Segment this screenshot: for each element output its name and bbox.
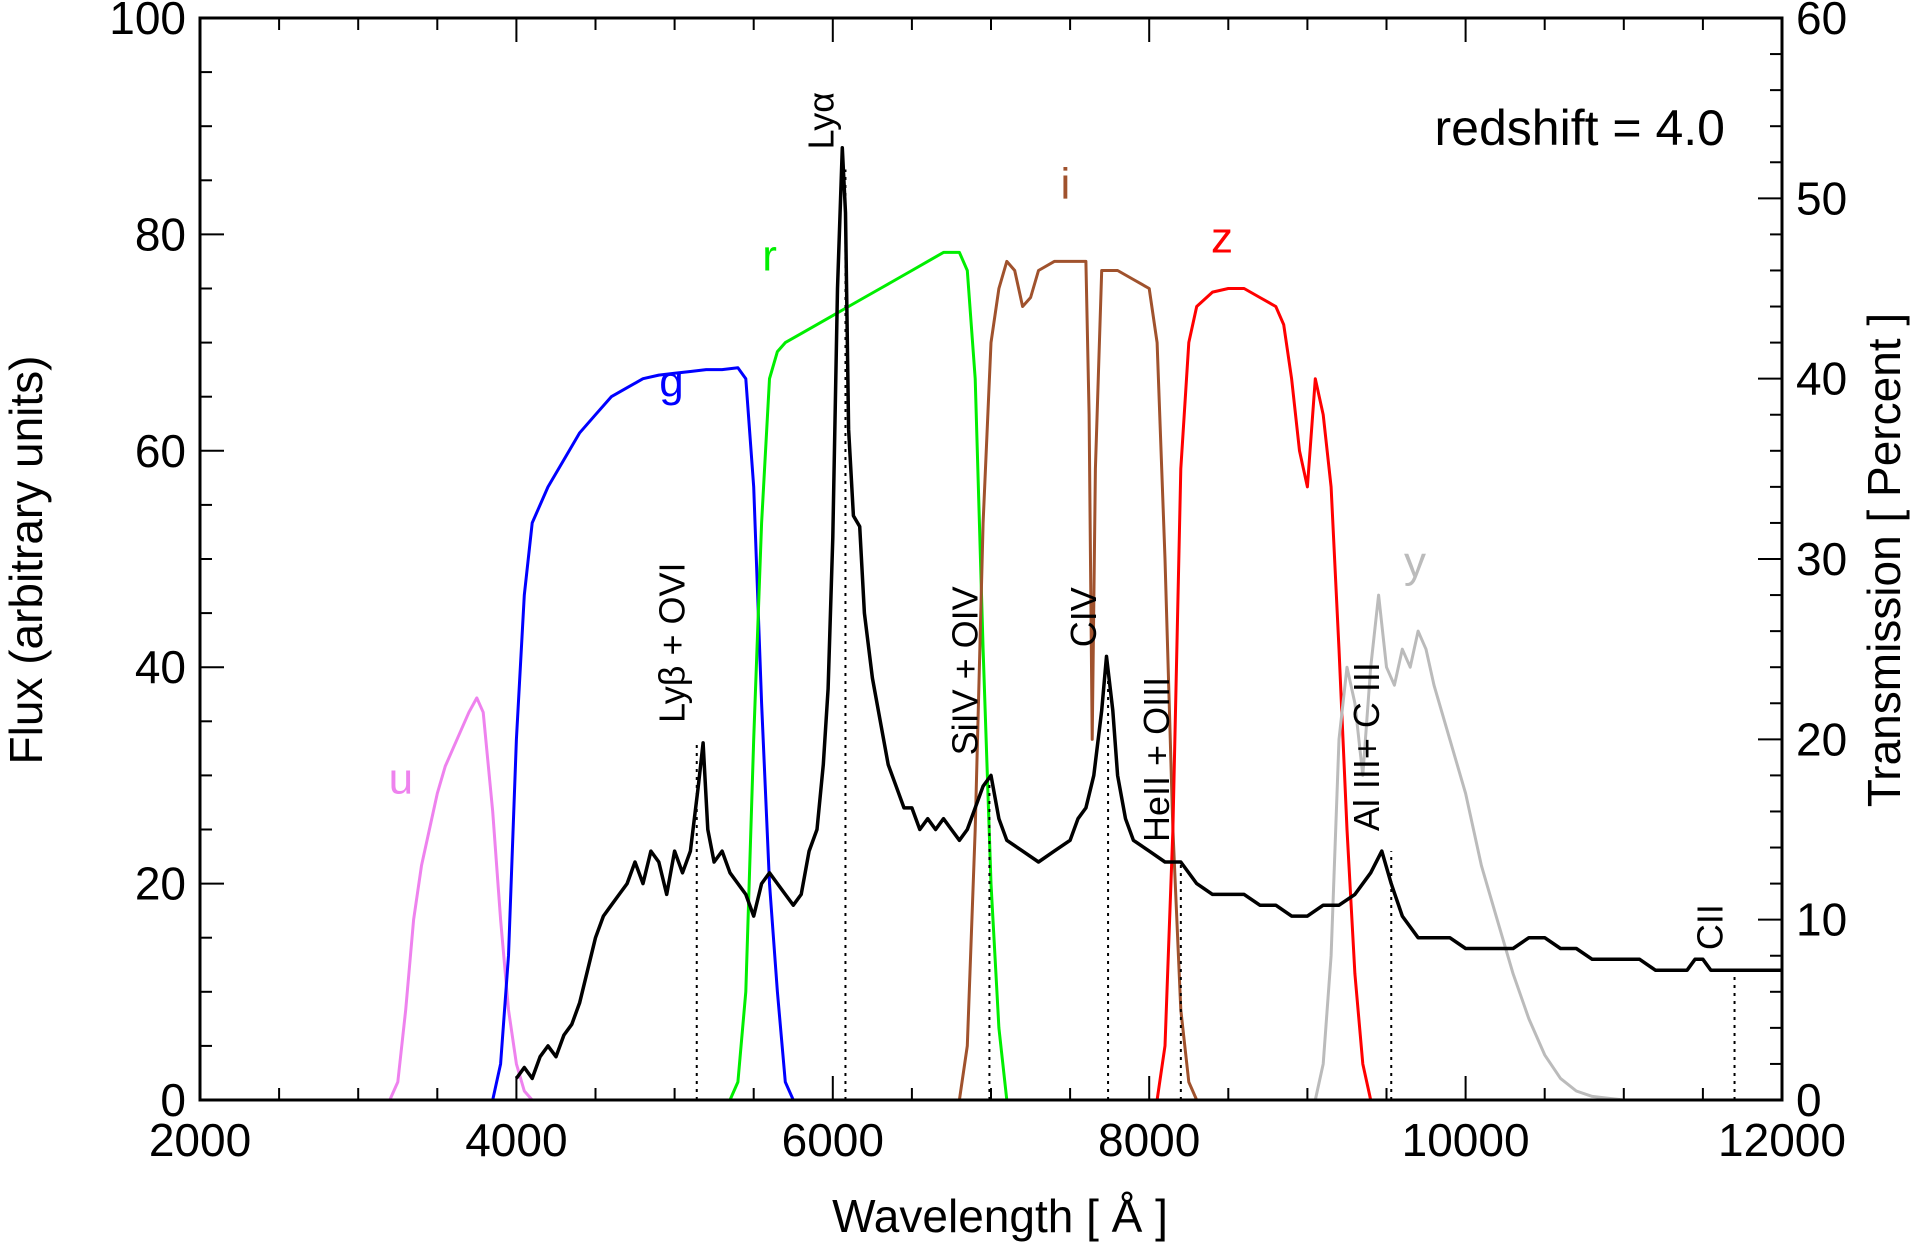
filter-label-z: z: [1211, 213, 1233, 262]
y-right-tick-label: 50: [1796, 172, 1847, 224]
filter-label-i: i: [1060, 159, 1070, 208]
y-left-tick-label: 100: [109, 0, 186, 44]
x-tick-label: 10000: [1402, 1114, 1530, 1166]
filter-curve-y: [1313, 593, 1624, 1102]
x-tick-label: 2000: [149, 1114, 251, 1166]
axes-group: 2000 4000 6000 8000 10000 1200002040608010001…: [109, 0, 1847, 1166]
y-axis-right-title: Transmission [ Percent ]: [1858, 313, 1910, 807]
y-axis-left-title: Flux (arbitrary units): [0, 356, 52, 765]
emission-line-label: Al III+ C III: [1346, 662, 1387, 831]
emission-line-label: HeII + OIII: [1136, 677, 1177, 842]
x-tick-label: 6000: [782, 1114, 884, 1166]
y-left-tick-label: 60: [135, 425, 186, 477]
spectrum-curve: [514, 146, 1782, 1081]
filter-curve-i: [957, 259, 1199, 1101]
filter-curve-z: [1155, 287, 1373, 1101]
emission-line-label: CIV: [1063, 587, 1104, 647]
y-right-tick-label: 0: [1796, 1074, 1822, 1126]
filter-curve-r: [728, 250, 1009, 1101]
x-tick-label: 8000: [1098, 1114, 1200, 1166]
emission-line-markers: [695, 169, 1736, 1100]
y-right-tick-label: 10: [1796, 894, 1847, 946]
y-right-tick-label: 30: [1796, 533, 1847, 585]
filter-label-y: y: [1404, 538, 1426, 587]
y-left-tick-label: 40: [135, 641, 186, 693]
label-group: u g r i z y Lyβ + OVI Lyα SiIV + OIV CIV HeII + OI…: [389, 92, 1731, 950]
emission-line-label: SiIV + OIV: [944, 586, 985, 755]
y-left-tick-label: 20: [135, 858, 186, 910]
plot-frame: [198, 16, 1784, 1102]
y-right-tick-label: 60: [1796, 0, 1847, 44]
spectrum-curve-group: [514, 146, 1782, 1081]
emission-line-label: Lyα: [800, 92, 841, 150]
emission-line-label: Lyβ + OVI: [652, 563, 693, 723]
emission-line-label: CII: [1690, 904, 1731, 950]
filter-curve-g: [491, 366, 795, 1101]
filter-label-g: g: [659, 358, 683, 407]
y-left-tick-label: 0: [160, 1074, 186, 1126]
filter-label-r: r: [762, 231, 777, 280]
filter-curves: [388, 250, 1624, 1102]
x-tick-label: 4000: [465, 1114, 567, 1166]
y-right-tick-label: 40: [1796, 353, 1847, 405]
filter-label-u: u: [389, 754, 413, 803]
filter-curve-u: [388, 696, 534, 1101]
x-tick-label: 12000: [1718, 1114, 1846, 1166]
y-left-tick-label: 80: [135, 208, 186, 260]
y-right-tick-label: 20: [1796, 713, 1847, 765]
x-axis-title: Wavelength [ Å ]: [832, 1190, 1168, 1242]
redshift-annotation: redshift = 4.0: [1435, 100, 1725, 156]
